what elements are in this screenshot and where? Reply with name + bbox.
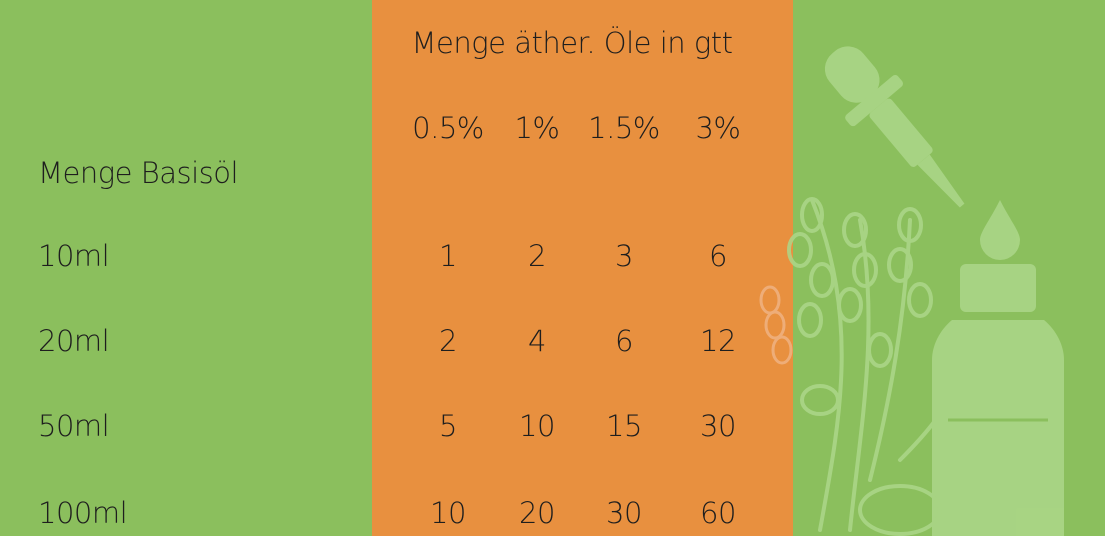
cell: 6 [709, 239, 727, 273]
cell: 30 [606, 496, 642, 530]
title: Menge äther. Öle in gtt [411, 26, 732, 60]
cell: 10 [430, 496, 466, 530]
row-label: 20ml [38, 324, 109, 358]
row-label: 100ml [38, 496, 127, 530]
row-header: Menge Basisöl [38, 156, 238, 190]
column-header: 1.5% [588, 111, 660, 145]
cell: 1 [439, 239, 457, 273]
page: Menge äther. Öle in gtt Menge Basisöl 0.… [0, 0, 1105, 536]
cell: 2 [528, 239, 546, 273]
row-label: 50ml [38, 409, 109, 443]
column-header: 3% [695, 111, 740, 145]
cell: 10 [519, 409, 555, 443]
cell: 4 [528, 324, 546, 358]
cell: 3 [615, 239, 633, 273]
highlight-column [372, 0, 793, 536]
cell: 5 [439, 409, 457, 443]
cell: 30 [700, 409, 736, 443]
cell: 6 [615, 324, 633, 358]
cell: 2 [439, 324, 457, 358]
row-label: 10ml [38, 239, 109, 273]
column-header: 1% [514, 111, 559, 145]
cell: 60 [700, 496, 736, 530]
cell: 15 [606, 409, 642, 443]
column-header: 0.5% [412, 111, 484, 145]
cell: 12 [700, 324, 736, 358]
cell: 20 [519, 496, 555, 530]
infographic: Menge äther. Öle in gtt Menge Basisöl 0.… [0, 0, 1105, 536]
